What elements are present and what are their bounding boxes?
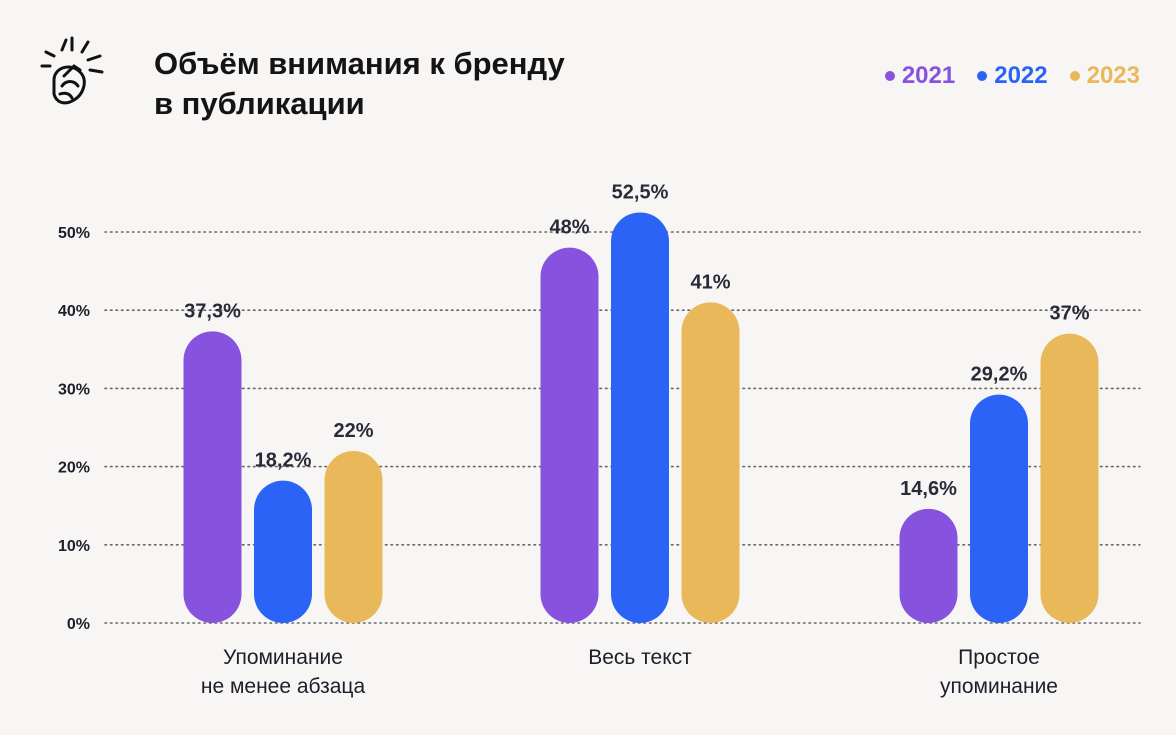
bar-2023-cat1 <box>681 302 740 623</box>
legend-dot-2021 <box>884 71 895 81</box>
category-label-0-line0: Упоминание <box>223 646 343 669</box>
value-label-2022-cat0: 18,2% <box>255 450 312 472</box>
chart-title: Объём внимания к бренду в публикации <box>154 44 565 124</box>
y-tick-label-30: 30% <box>58 381 90 398</box>
bar-2023-cat2 <box>1040 333 1099 623</box>
bar-2023-cat0 <box>324 450 383 623</box>
legend-label-2023: 2023 <box>1086 62 1140 89</box>
y-tick-label-50: 50% <box>58 225 90 242</box>
hand-snap-icon <box>40 36 104 105</box>
chart-title-line1: Объём внимания к бренду <box>154 46 565 81</box>
legend-label-2022: 2022 <box>994 62 1048 89</box>
y-tick-label-0: 0% <box>67 616 90 633</box>
legend-item-2023: 2023 <box>1069 62 1140 90</box>
y-tick-label-20: 20% <box>58 460 90 477</box>
value-label-2021-cat0: 37,3% <box>184 300 241 322</box>
category-label-2-line0: Простое <box>958 646 1040 669</box>
legend-dot-2023 <box>1069 71 1080 81</box>
category-label-1-line0: Весь текст <box>588 646 692 669</box>
bar-2022-cat2 <box>970 394 1028 623</box>
value-label-2023-cat2: 37% <box>1049 303 1089 325</box>
y-tick-label-10: 10% <box>58 538 90 555</box>
value-label-2021-cat2: 14,6% <box>900 478 957 500</box>
legend: 2021 2022 2023 <box>884 62 1140 90</box>
value-label-2021-cat1: 48% <box>549 217 589 239</box>
legend-label-2021: 2021 <box>901 62 956 89</box>
bar-2022-cat1 <box>611 212 669 623</box>
value-label-2023-cat1: 41% <box>690 271 730 293</box>
bar-2022-cat0 <box>254 480 312 623</box>
bar-2021-cat1 <box>540 247 599 623</box>
bar-2021-cat0 <box>183 331 242 623</box>
value-label-2023-cat0: 22% <box>333 420 373 442</box>
legend-dot-2022 <box>977 71 988 81</box>
category-label-0-line1: не менее абзаца <box>201 675 366 698</box>
value-label-2022-cat2: 29,2% <box>971 364 1028 386</box>
bar-2021-cat2 <box>899 508 958 623</box>
legend-item-2021: 2021 <box>884 62 956 90</box>
category-label-2-line1: упоминание <box>940 675 1058 698</box>
y-tick-label-40: 40% <box>58 303 90 320</box>
chart-title-line2: в публикации <box>154 86 365 121</box>
value-label-2022-cat1: 52,5% <box>612 181 669 203</box>
legend-item-2022: 2022 <box>977 62 1048 90</box>
